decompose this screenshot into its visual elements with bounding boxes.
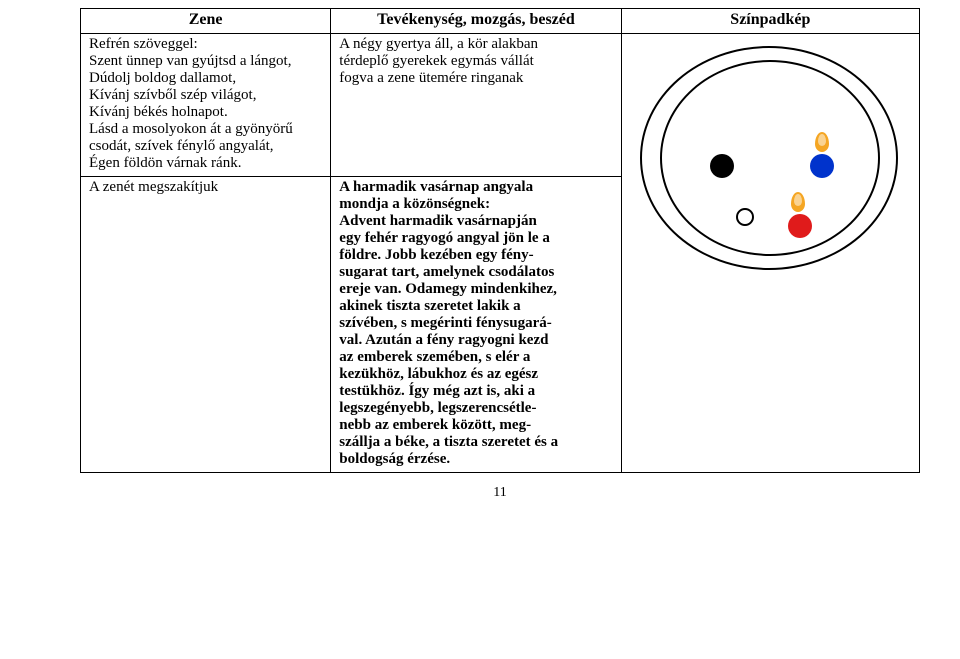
- zene-text-1: Refrén szöveggel: Szent ünnep van gyújts…: [89, 36, 322, 172]
- cell-szinpadkep: [621, 34, 919, 473]
- cell-tev-2: A harmadik vasárnap angyala mondja a köz…: [331, 177, 621, 473]
- table-header-row: Zene Tevékenység, mozgás, beszéd Színpad…: [81, 9, 920, 34]
- stage-inner-circle: [660, 60, 880, 256]
- tev-text-1: A négy gyertya áll, a kör alakban térdep…: [339, 36, 612, 87]
- cell-zene-2: A zenét megszakítjuk: [81, 177, 331, 473]
- zene-text-2: A zenét megszakítjuk: [89, 179, 322, 196]
- table-row: Refrén szöveggel: Szent ünnep van gyújts…: [81, 34, 920, 177]
- cell-zene-1: Refrén szöveggel: Szent ünnep van gyújts…: [81, 34, 331, 177]
- flame-icon: [815, 132, 829, 152]
- tev-lead-2: A harmadik vasárnap angyala mondja a köz…: [339, 179, 612, 213]
- page: Zene Tevékenység, mozgás, beszéd Színpad…: [0, 0, 960, 501]
- flame-icon: [791, 192, 805, 212]
- page-number: 11: [80, 485, 920, 501]
- header-szinpadkep: Színpadkép: [621, 9, 919, 34]
- header-tevekenyseg: Tevékenység, mozgás, beszéd: [331, 9, 621, 34]
- tev-body-2: Advent harmadik vasárnapján egy fehér ra…: [339, 213, 612, 468]
- header-zene: Zene: [81, 9, 331, 34]
- cell-tev-1: A négy gyertya áll, a kör alakban térdep…: [331, 34, 621, 177]
- content-table: Zene Tevékenység, mozgás, beszéd Színpad…: [80, 8, 920, 473]
- stage-diagram: [640, 46, 900, 276]
